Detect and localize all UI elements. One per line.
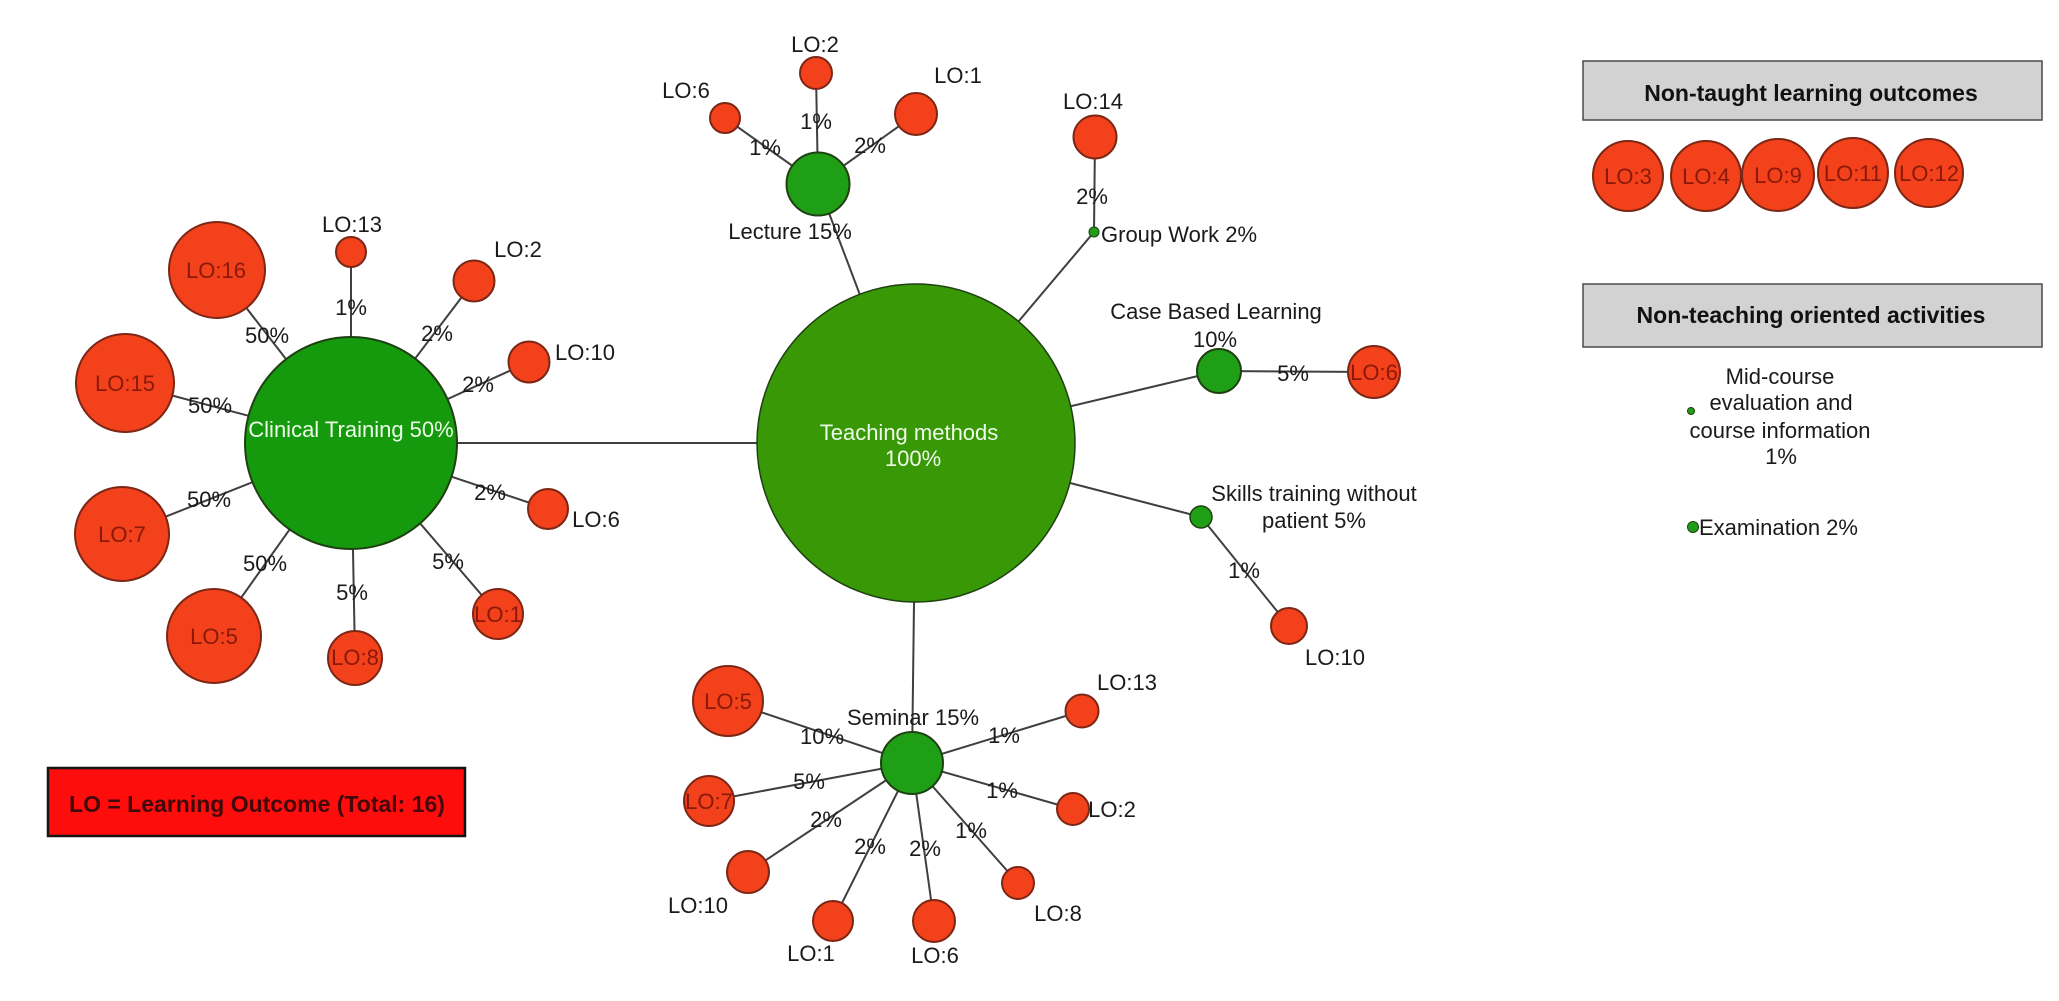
svg-text:LO:7: LO:7 (98, 522, 146, 547)
svg-text:1%: 1% (800, 109, 832, 134)
svg-text:LO:2: LO:2 (791, 32, 839, 57)
svg-text:LO:12: LO:12 (1899, 161, 1959, 186)
svg-text:LO:1: LO:1 (787, 941, 835, 966)
svg-text:LO:10: LO:10 (668, 893, 728, 918)
svg-text:LO:15: LO:15 (95, 371, 155, 396)
svg-text:2%: 2% (810, 807, 842, 832)
svg-text:Teaching methods: Teaching methods (820, 420, 999, 445)
svg-text:LO:11: LO:11 (1824, 161, 1882, 186)
svg-text:Case Based Learning: Case Based Learning (1110, 299, 1322, 324)
svg-text:2%: 2% (421, 321, 453, 346)
svg-text:LO:3: LO:3 (1604, 164, 1652, 189)
svg-text:LO:2: LO:2 (494, 237, 542, 262)
svg-text:LO:7: LO:7 (685, 789, 733, 814)
svg-text:LO:10: LO:10 (555, 340, 615, 365)
svg-text:5%: 5% (336, 580, 368, 605)
svg-text:LO:6: LO:6 (911, 943, 959, 968)
svg-text:LO:14: LO:14 (1063, 89, 1123, 114)
svg-text:LO:9: LO:9 (1754, 163, 1802, 188)
svg-text:LO:13: LO:13 (1097, 670, 1157, 695)
svg-text:10%: 10% (800, 724, 844, 749)
svg-text:5%: 5% (1277, 361, 1309, 386)
svg-text:1%: 1% (335, 295, 367, 320)
svg-text:LO:16: LO:16 (186, 258, 246, 283)
svg-text:5%: 5% (793, 769, 825, 794)
svg-text:2%: 2% (1076, 184, 1108, 209)
svg-text:LO:6: LO:6 (572, 507, 620, 532)
svg-text:LO:6: LO:6 (662, 78, 710, 103)
svg-text:1%: 1% (986, 778, 1018, 803)
svg-text:10%: 10% (1193, 327, 1237, 352)
svg-text:2%: 2% (462, 372, 494, 397)
svg-text:LO:8: LO:8 (331, 645, 379, 670)
svg-text:patient 5%: patient 5% (1262, 508, 1366, 533)
svg-text:Group Work 2%: Group Work 2% (1101, 222, 1257, 247)
svg-text:LO:2: LO:2 (1088, 797, 1136, 822)
svg-text:course information: course information (1690, 418, 1871, 443)
svg-text:LO:10: LO:10 (1305, 645, 1365, 670)
svg-text:LO:4: LO:4 (1682, 164, 1730, 189)
svg-text:Lecture 15%: Lecture 15% (728, 219, 852, 244)
svg-text:50%: 50% (243, 551, 287, 576)
svg-text:Clinical Training 50%: Clinical Training 50% (248, 417, 453, 442)
svg-text:1%: 1% (988, 723, 1020, 748)
svg-text:Mid-course: Mid-course (1726, 364, 1835, 389)
svg-text:LO = Learning Outcome (Total:: LO = Learning Outcome (Total: 16) (69, 791, 445, 817)
svg-text:evaluation and: evaluation and (1709, 390, 1852, 415)
svg-text:2%: 2% (854, 133, 886, 158)
svg-text:1%: 1% (1228, 558, 1260, 583)
svg-text:Non-taught learning outcomes: Non-taught learning outcomes (1644, 80, 1978, 106)
svg-text:Examination 2%: Examination 2% (1699, 515, 1858, 540)
svg-text:2%: 2% (909, 836, 941, 861)
svg-text:1%: 1% (955, 818, 987, 843)
svg-text:LO:13: LO:13 (322, 212, 382, 237)
svg-text:50%: 50% (188, 393, 232, 418)
svg-text:Non-teaching oriented activiti: Non-teaching oriented activities (1637, 302, 1986, 328)
svg-text:LO:6: LO:6 (1350, 360, 1398, 385)
svg-text:LO:5: LO:5 (190, 624, 238, 649)
svg-text:LO:5: LO:5 (704, 689, 752, 714)
svg-text:50%: 50% (245, 323, 289, 348)
svg-text:5%: 5% (432, 549, 464, 574)
svg-text:LO:1: LO:1 (934, 63, 982, 88)
svg-text:Skills training without: Skills training without (1211, 481, 1416, 506)
svg-text:LO:1: LO:1 (474, 602, 522, 627)
svg-text:Seminar 15%: Seminar 15% (847, 705, 979, 730)
svg-text:50%: 50% (187, 487, 231, 512)
svg-text:100%: 100% (885, 446, 941, 471)
svg-text:1%: 1% (749, 135, 781, 160)
svg-text:2%: 2% (474, 480, 506, 505)
svg-text:LO:8: LO:8 (1034, 901, 1082, 926)
svg-text:1%: 1% (1765, 444, 1797, 469)
svg-text:2%: 2% (854, 834, 886, 859)
